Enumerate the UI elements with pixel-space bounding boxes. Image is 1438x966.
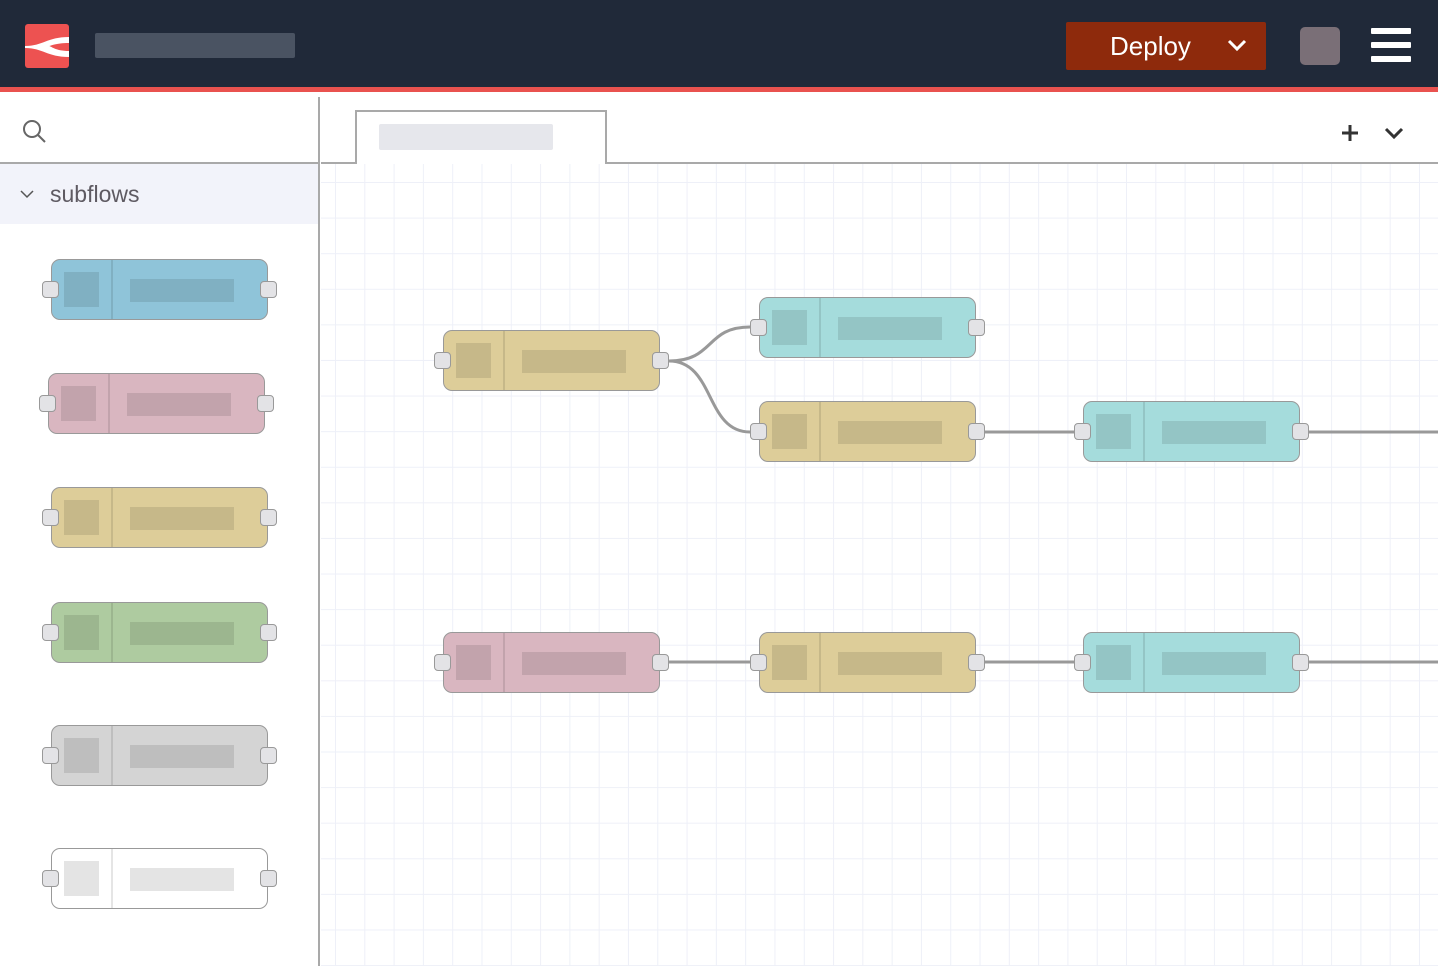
palette-node[interactable]	[39, 373, 274, 434]
output-port[interactable]	[260, 509, 277, 526]
node-icon	[64, 272, 99, 307]
node-label-placeholder	[522, 350, 626, 373]
node-icon	[64, 861, 99, 896]
flow-node[interactable]	[750, 401, 985, 462]
palette-node[interactable]	[42, 487, 277, 548]
input-port[interactable]	[750, 423, 767, 440]
node-icon	[1096, 645, 1131, 680]
output-port[interactable]	[260, 624, 277, 641]
node-icon	[456, 645, 491, 680]
deploy-label: Deploy	[1110, 30, 1191, 61]
node-label-placeholder	[838, 421, 942, 444]
node-icon	[1096, 414, 1131, 449]
category-label: subflows	[50, 180, 140, 207]
node-label-placeholder	[130, 745, 234, 768]
palette-search[interactable]	[0, 97, 318, 164]
node-label-placeholder	[838, 652, 942, 675]
input-port[interactable]	[434, 654, 451, 671]
node-label-placeholder	[130, 868, 234, 891]
output-port[interactable]	[1292, 423, 1309, 440]
node-icon	[772, 645, 807, 680]
chevron-down-icon[interactable]	[1383, 123, 1405, 143]
input-port[interactable]	[42, 624, 59, 641]
node-icon	[772, 310, 807, 345]
palette-category-subflows[interactable]: subflows	[0, 164, 318, 224]
flow-node[interactable]	[434, 632, 669, 693]
flow-node[interactable]	[750, 632, 985, 693]
input-port[interactable]	[750, 654, 767, 671]
input-port[interactable]	[39, 395, 56, 412]
header: Deploy	[0, 0, 1438, 92]
palette-node[interactable]	[42, 259, 277, 320]
node-icon	[64, 615, 99, 650]
app-title-placeholder	[95, 33, 295, 58]
deploy-button[interactable]: Deploy	[1066, 22, 1266, 70]
output-port[interactable]	[260, 747, 277, 764]
app-logo	[25, 24, 69, 68]
add-tab-icon[interactable]	[1339, 122, 1361, 144]
input-port[interactable]	[750, 319, 767, 336]
input-port[interactable]	[42, 747, 59, 764]
node-label-placeholder	[1162, 421, 1266, 444]
node-icon	[61, 386, 96, 421]
node-label-placeholder	[130, 622, 234, 645]
node-icon	[456, 343, 491, 378]
output-port[interactable]	[968, 654, 985, 671]
node-label-placeholder	[1162, 652, 1266, 675]
search-icon	[23, 120, 46, 143]
flow-node[interactable]	[1074, 632, 1309, 693]
node-icon	[772, 414, 807, 449]
flow-node[interactable]	[434, 330, 669, 391]
output-port[interactable]	[968, 319, 985, 336]
input-port[interactable]	[42, 281, 59, 298]
output-port[interactable]	[260, 870, 277, 887]
output-port[interactable]	[260, 281, 277, 298]
palette-node[interactable]	[42, 602, 277, 663]
user-avatar[interactable]	[1300, 27, 1340, 65]
flow-node[interactable]	[750, 297, 985, 358]
output-port[interactable]	[968, 423, 985, 440]
input-port[interactable]	[1074, 654, 1091, 671]
input-port[interactable]	[434, 352, 451, 369]
output-port[interactable]	[257, 395, 274, 412]
palette-node[interactable]	[42, 848, 277, 909]
flow-node[interactable]	[1074, 401, 1309, 462]
output-port[interactable]	[652, 352, 669, 369]
output-port[interactable]	[1292, 654, 1309, 671]
node-label-placeholder	[127, 393, 231, 416]
hamburger-menu-icon[interactable]	[1371, 28, 1411, 64]
node-icon	[64, 500, 99, 535]
node-label-placeholder	[522, 652, 626, 675]
node-label-placeholder	[130, 507, 234, 530]
input-port[interactable]	[42, 870, 59, 887]
chevron-down-icon	[20, 190, 34, 199]
input-port[interactable]	[1074, 423, 1091, 440]
output-port[interactable]	[652, 654, 669, 671]
node-label-placeholder	[130, 279, 234, 302]
node-label-placeholder	[838, 317, 942, 340]
palette-node[interactable]	[42, 725, 277, 786]
input-port[interactable]	[42, 509, 59, 526]
workspace-tabbar	[321, 97, 1438, 166]
node-icon	[64, 738, 99, 773]
chevron-down-icon[interactable]	[1226, 34, 1248, 56]
flow-tab[interactable]	[355, 110, 607, 166]
flow-canvas[interactable]	[321, 164, 1438, 966]
